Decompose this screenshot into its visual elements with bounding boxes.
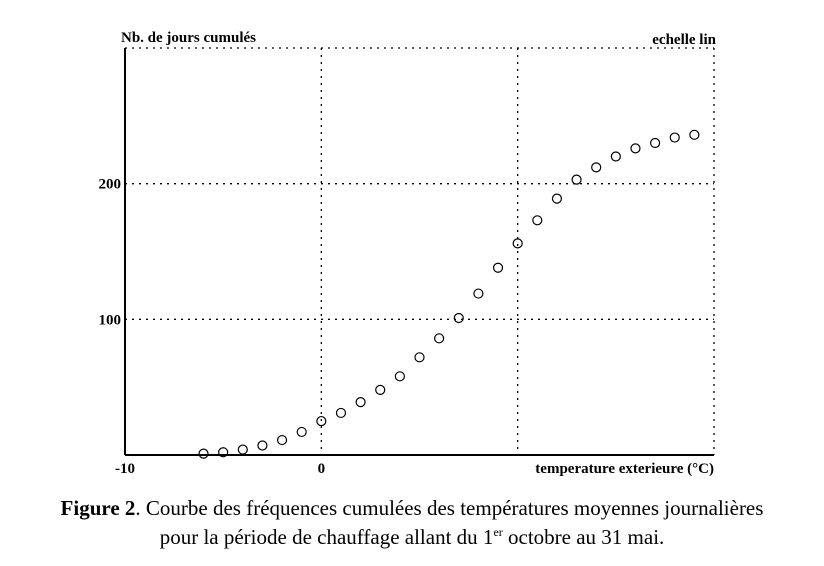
data-point xyxy=(296,426,307,438)
y-tick-label: 100 xyxy=(99,312,122,328)
data-point xyxy=(237,444,248,455)
tick-labels: 100 200 -10 0 xyxy=(99,177,326,477)
grid-lines xyxy=(125,47,715,455)
data-point xyxy=(669,132,680,143)
data-point xyxy=(257,440,268,451)
y-tick-label: 200 xyxy=(99,177,122,193)
data-point xyxy=(414,352,425,363)
data-point xyxy=(316,415,327,427)
chart-svg: 100 200 -10 0 Nb. de jours cumulés echelle … xyxy=(99,30,717,477)
x-tick-label: -10 xyxy=(115,461,135,477)
data-point xyxy=(571,174,582,185)
data-point xyxy=(335,407,347,419)
data-point xyxy=(355,396,366,408)
scale-label: echelle lin xyxy=(652,32,716,48)
data-point xyxy=(630,143,641,154)
data-point xyxy=(492,262,504,273)
caption-text-3: octobre au 31 mai. xyxy=(502,525,665,549)
data-point xyxy=(649,137,661,149)
plot-frame xyxy=(124,48,714,456)
data-point xyxy=(218,447,229,458)
data-point xyxy=(610,151,621,162)
caption-superscript: er xyxy=(493,525,503,539)
data-point xyxy=(276,434,288,446)
data-point xyxy=(394,371,405,382)
data-point xyxy=(689,129,700,140)
caption-line-1: Figure 2. Courbe des fréquences cumulées… xyxy=(0,494,824,523)
data-point xyxy=(551,193,563,204)
x-tick-label: 0 xyxy=(318,461,326,477)
data-point xyxy=(591,162,602,173)
caption-text-1: . Courbe des fréquences cumulées des tem… xyxy=(135,496,764,520)
figure-caption: Figure 2. Courbe des fréquences cumulées… xyxy=(0,494,824,552)
data-point xyxy=(532,215,543,226)
y-axis-label: Nb. de jours cumulés xyxy=(121,30,256,46)
caption-text-2: pour la période de chauffage allant du 1 xyxy=(159,525,494,549)
caption-line-2: pour la période de chauffage allant du 1… xyxy=(0,523,824,552)
data-points xyxy=(198,129,700,459)
caption-label: Figure 2 xyxy=(60,496,136,520)
chart: 100 200 -10 0 Nb. de jours cumulés echelle … xyxy=(99,30,717,477)
data-point xyxy=(434,333,445,344)
data-point xyxy=(375,384,386,395)
data-point xyxy=(198,448,209,459)
data-point xyxy=(512,238,523,249)
data-point xyxy=(453,312,464,324)
x-axis-label: temperature exterieure (°C) xyxy=(535,461,714,477)
data-point xyxy=(473,288,484,299)
